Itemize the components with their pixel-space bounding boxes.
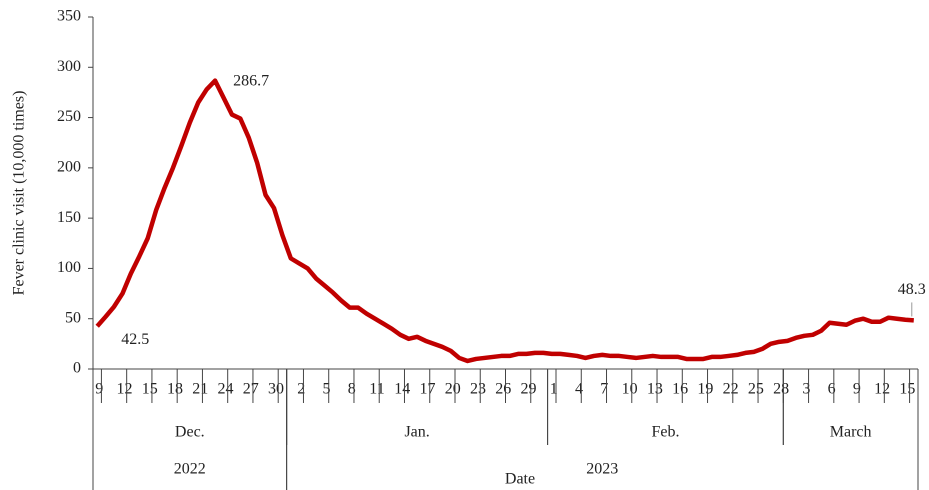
data-label: 286.7 [233,72,269,89]
series-line [95,78,914,364]
x-tick-label: 10 [622,381,638,398]
y-tick-label: 250 [57,108,81,125]
x-tick-label: 12 [874,381,890,398]
x-tick-label: 19 [697,381,713,398]
x-tick-label: 27 [243,381,259,398]
x-tick-label: 29 [521,381,537,398]
x-tick-label: 9 [853,381,861,398]
x-tick-label: 25 [748,381,764,398]
x-tick-label: 5 [323,381,331,398]
x-tick-label: 28 [773,381,789,398]
y-tick-label: 100 [57,259,81,276]
x-tick-label: 1 [550,381,558,398]
group-label: March [830,424,872,441]
x-tick-label: 7 [600,381,608,398]
x-tick-label: 21 [192,381,208,398]
x-axis-title: Date [505,471,535,488]
x-tick-label: 9 [95,381,103,398]
x-tick-label: 22 [723,381,739,398]
group-label: Feb. [651,424,679,441]
y-tick-label: 200 [57,159,81,176]
y-axis-title: Fever clinic visit (10,000 times) [11,91,28,296]
x-tick-label: 23 [470,381,486,398]
x-tick-label: 14 [394,381,410,398]
y-tick-label: 50 [65,309,81,326]
x-tick-label: 15 [142,381,158,398]
x-tick-label: 15 [899,381,915,398]
y-tick-label: 150 [57,209,81,226]
x-tick-label: 2 [297,381,305,398]
x-tick-label: 6 [828,381,836,398]
x-tick-label: 30 [268,381,284,398]
x-tick-label: 17 [420,381,436,398]
y-tick-label: 0 [73,360,81,377]
x-tick-label: 3 [802,381,810,398]
data-label: 48.3 [898,281,926,298]
y-tick-label: 350 [57,8,81,25]
group-label: Jan. [404,424,429,441]
group-label: 2022 [174,461,206,478]
x-tick-label: 16 [672,381,688,398]
x-tick-label: 8 [348,381,356,398]
group-label: Dec. [175,424,205,441]
x-tick-label: 12 [116,381,132,398]
group-label: 2023 [586,461,618,478]
y-tick-label: 300 [57,58,81,75]
x-tick-label: 11 [369,381,384,398]
data-label: 42.5 [121,331,149,348]
x-tick-label: 24 [217,381,233,398]
x-tick-label: 20 [445,381,461,398]
x-tick-label: 26 [495,381,511,398]
x-tick-label: 18 [167,381,183,398]
x-tick-label: 13 [647,381,663,398]
x-tick-label: 4 [575,381,583,398]
